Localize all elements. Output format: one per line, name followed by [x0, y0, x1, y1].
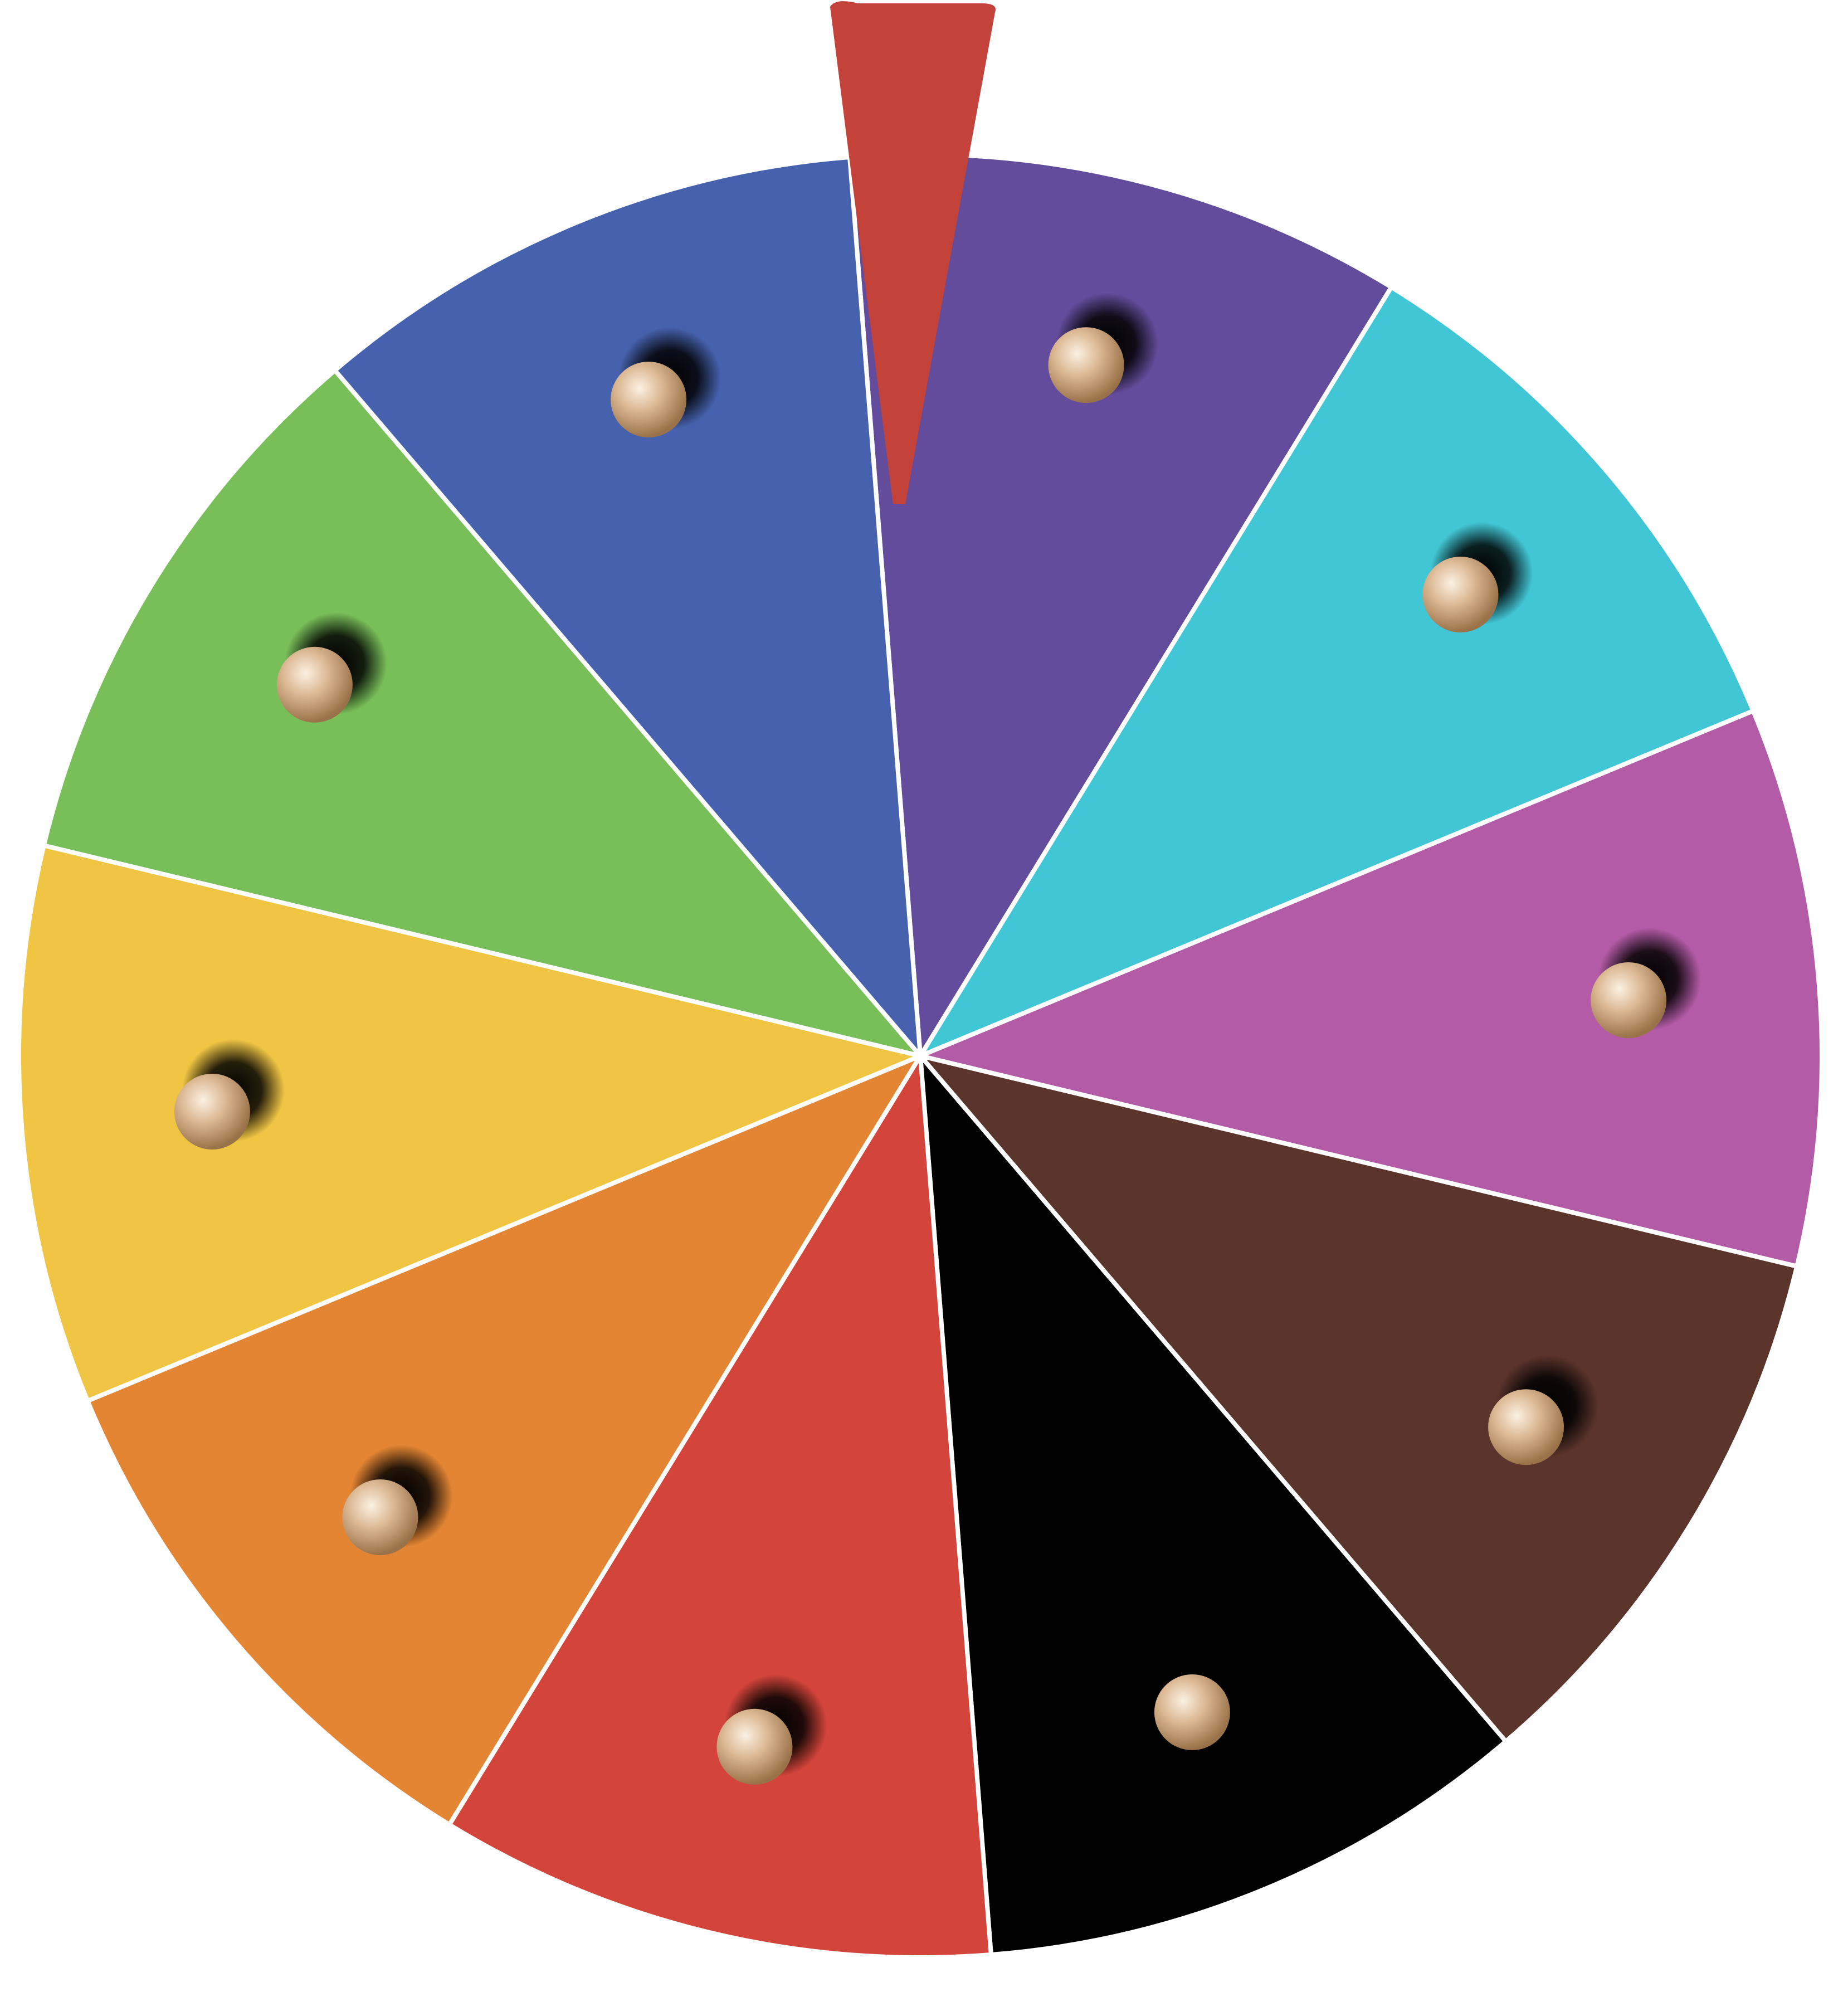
wheel-segment-green — [41, 368, 923, 1058]
peg-icon — [1591, 962, 1667, 1038]
wheel-pointer — [830, 1, 996, 504]
peg-icon — [1048, 327, 1124, 403]
peg-icon — [342, 1479, 418, 1555]
wheel-segment-red — [447, 1054, 993, 1960]
wheel-segment-magenta — [918, 708, 1824, 1269]
peg-icon — [1154, 1674, 1230, 1750]
pointer-icon — [830, 1, 996, 504]
wheel-segment-orange — [85, 1054, 923, 1827]
peg-icon — [174, 1074, 250, 1150]
peg-icon — [716, 1708, 793, 1785]
wheel-segment-yellow — [17, 843, 923, 1404]
wheel-hub — [913, 1048, 928, 1064]
peg-icon — [611, 362, 687, 438]
wheel-segment-cyan — [918, 285, 1756, 1058]
wheel-segment-blue — [333, 155, 923, 1058]
wheel-pegs — [174, 293, 1701, 1785]
wheel-segment-black — [918, 1054, 1508, 1957]
peg-icon — [276, 646, 353, 723]
wheel-segment-brown — [918, 1054, 1800, 1744]
peg-icon — [1488, 1389, 1564, 1465]
wheel-segments — [17, 152, 1824, 1960]
peg-icon — [1422, 557, 1499, 632]
